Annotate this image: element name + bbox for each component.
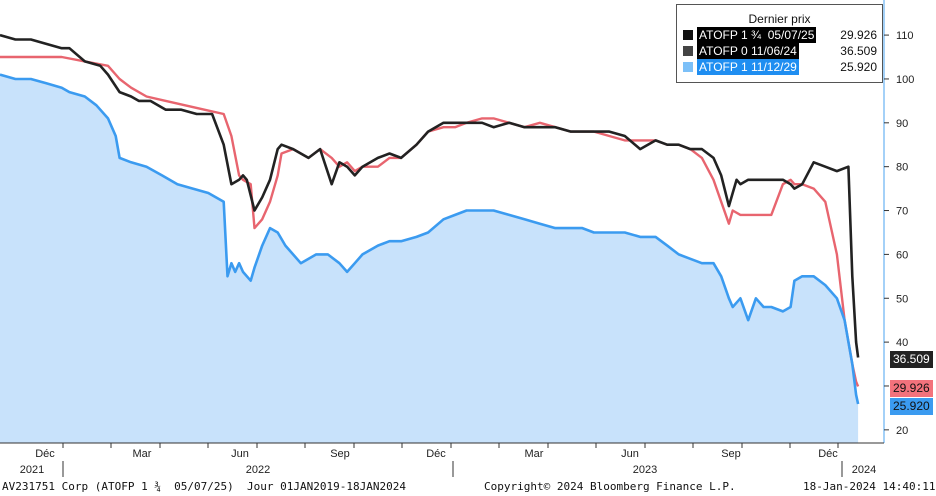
- chart-footer: AV231751 Corp (ATOFP 1 ¾ 05/07/25) Jour …: [0, 478, 936, 496]
- y-tick-label: 90: [896, 118, 908, 130]
- footer-security: AV231751 Corp (ATOFP 1 ¾ 05/07/25) Jour …: [2, 480, 406, 493]
- legend-item-value: 29.926: [840, 28, 877, 42]
- x-tick-label: Jun: [621, 448, 639, 460]
- y-tick-label: 110: [896, 30, 914, 42]
- price-chart: 2030405060708090100110DécMarJunSepDécMar…: [0, 0, 914, 477]
- chart-legend: Dernier prix ATOFP 1 ¾ 05/07/25 29.926 A…: [676, 4, 883, 83]
- x-year-label: 2022: [246, 464, 270, 476]
- x-tick-label: Sep: [721, 448, 741, 460]
- legend-item-label: ATOFP 1 ¾ 05/07/25: [697, 27, 817, 43]
- y-tick-label: 20: [896, 425, 908, 437]
- legend-item-label: ATOFP 0 11/06/24: [697, 43, 799, 59]
- legend-swatch: [683, 30, 693, 40]
- x-tick-label: Jun: [231, 448, 249, 460]
- y-tick-label: 60: [896, 249, 908, 261]
- series-line: [0, 55, 860, 387]
- legend-item-value: 25.920: [840, 60, 877, 74]
- series-line: [0, 33, 860, 358]
- x-tick-label: Déc: [35, 448, 55, 460]
- x-tick-label: Mar: [525, 448, 544, 460]
- legend-item: ATOFP 0 11/06/24 36.509: [677, 43, 882, 59]
- x-tick-label: Mar: [133, 448, 152, 460]
- last-price-tag: 25.920: [890, 398, 933, 415]
- legend-item: ATOFP 1 ¾ 05/07/25 29.926: [677, 27, 882, 43]
- x-tick-label: Déc: [426, 448, 446, 460]
- legend-title: Dernier prix: [748, 12, 811, 26]
- y-tick-label: 40: [896, 337, 908, 349]
- y-tick-label: 70: [896, 206, 908, 218]
- x-year-label: 2021: [20, 464, 44, 476]
- legend-item-label: ATOFP 1 11/12/29: [697, 59, 799, 75]
- footer-copyright: Copyright© 2024 Bloomberg Finance L.P.: [484, 480, 736, 493]
- x-year-label: 2023: [633, 464, 657, 476]
- legend-item: ATOFP 1 11/12/29 25.920: [677, 59, 882, 75]
- legend-item-value: 36.509: [840, 44, 877, 58]
- footer-timestamp: 18-Jan-2024 14:40:11: [803, 480, 936, 493]
- y-tick-label: 50: [896, 293, 908, 305]
- y-tick-label: 100: [896, 74, 914, 86]
- last-price-tag: 36.509: [890, 351, 933, 368]
- y-tick-label: 80: [896, 162, 908, 174]
- x-tick-label: Déc: [818, 448, 838, 460]
- series-area-fill: [0, 74, 859, 443]
- legend-swatch: [683, 62, 693, 72]
- x-year-label: 2024: [852, 464, 876, 476]
- last-price-tag: 29.926: [890, 380, 933, 397]
- x-tick-label: Sep: [330, 448, 350, 460]
- series-line: [0, 73, 860, 405]
- legend-swatch: [683, 46, 693, 56]
